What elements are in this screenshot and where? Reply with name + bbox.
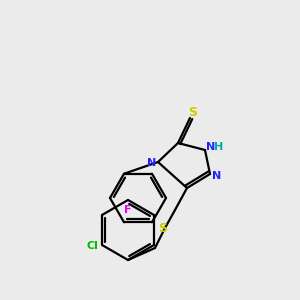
Text: S: S	[188, 106, 197, 119]
Text: N: N	[147, 158, 157, 168]
Text: N: N	[206, 142, 216, 152]
Text: S: S	[158, 221, 167, 235]
Text: Cl: Cl	[86, 241, 98, 251]
Text: H: H	[214, 142, 224, 152]
Text: F: F	[124, 205, 132, 215]
Text: N: N	[212, 171, 222, 181]
